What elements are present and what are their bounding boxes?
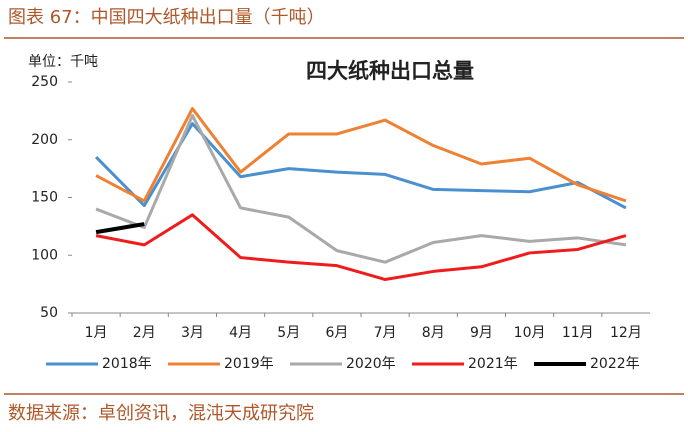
x-tick-label: 8月 — [422, 325, 445, 341]
x-tick-label: 10月 — [514, 325, 546, 341]
legend-label: 2021年 — [468, 356, 518, 372]
page-title: 图表 67：中国四大纸种出口量（千吨） — [8, 7, 325, 28]
series-line — [95, 222, 145, 235]
legend-label: 2022年 — [590, 356, 640, 372]
chart-title: 四大纸种出口总量 — [306, 59, 474, 83]
unit-label: 单位：千吨 — [28, 54, 98, 70]
x-tick-label: 9月 — [470, 325, 493, 341]
legend-label: 2019年 — [224, 356, 274, 372]
x-tick-label: 5月 — [277, 325, 300, 341]
y-tick-label: 250 — [31, 74, 58, 90]
legend-label: 2020年 — [346, 356, 396, 372]
legend-label: 2018年 — [102, 356, 152, 372]
x-tick-label: 3月 — [181, 325, 204, 341]
series-line — [95, 122, 627, 210]
x-tick-label: 11月 — [562, 325, 594, 341]
y-tick-label: 100 — [31, 247, 58, 263]
y-tick-label: 50 — [40, 305, 58, 321]
series-line — [95, 113, 627, 264]
x-tick-label: 12月 — [610, 325, 642, 341]
y-tick-label: 150 — [31, 190, 58, 206]
x-tick-label: 2月 — [133, 325, 156, 341]
series-line — [95, 213, 627, 282]
source: 数据来源：卓创资讯，混沌天成研究院 — [8, 403, 314, 424]
x-tick-label: 4月 — [229, 325, 252, 341]
x-tick-label: 7月 — [374, 325, 397, 341]
x-tick-label: 6月 — [325, 325, 348, 341]
y-tick-label: 200 — [31, 132, 58, 148]
series-line — [95, 107, 627, 203]
x-tick-label: 1月 — [85, 325, 108, 341]
